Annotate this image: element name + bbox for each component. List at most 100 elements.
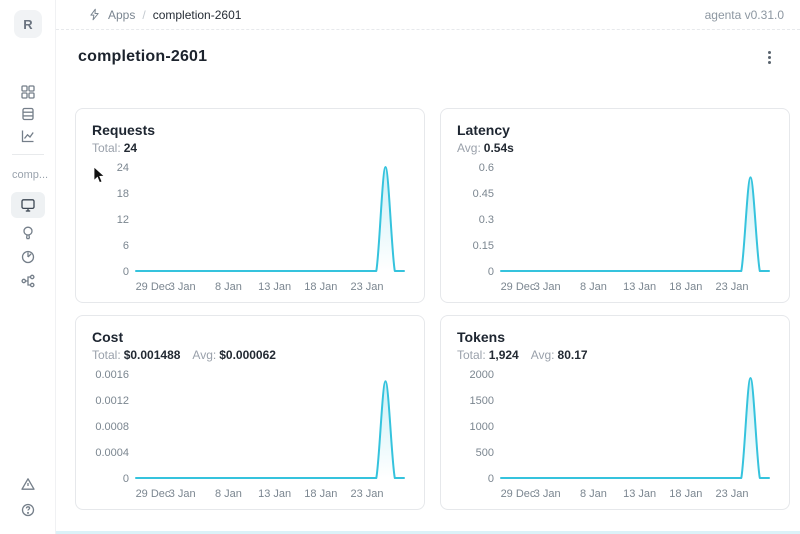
svg-text:18: 18: [117, 188, 129, 200]
workspace-avatar[interactable]: R: [14, 10, 42, 38]
tokens-chart[interactable]: 0 500 1000 1500 2000 29 Dec 3 Jan 8 Jan 13 Jan 18…: [457, 364, 773, 504]
svg-text:13 Jan: 13 Jan: [258, 281, 291, 293]
card-title: Cost: [92, 329, 124, 345]
spark-icon: [88, 8, 101, 21]
latency-chart[interactable]: 0 0.15 0.3 0.45 0.6 29 Dec 3 Jan 8 Jan 13 Jan 18 …: [457, 157, 773, 297]
metric-card-latency: Latency Avg: 0.54s 0 0.15 0.3 0.45 0.6 29 Dec 3…: [440, 108, 790, 303]
svg-text:8 Jan: 8 Jan: [580, 281, 607, 293]
svg-text:29 Dec: 29 Dec: [501, 281, 536, 293]
rows-icon: [20, 106, 36, 122]
sidebar-active-highlight: [11, 192, 45, 218]
svg-text:0: 0: [123, 266, 129, 278]
stat: Avg: 80.17: [530, 348, 588, 362]
sidebar-divider: [12, 154, 44, 155]
requests-chart[interactable]: 0 6 12 18 24 29 Dec 3 Jan 8 Jan 13 Jan 18 Jan 23 J…: [92, 157, 408, 297]
line-chart-icon: [20, 128, 36, 144]
card-title: Tokens: [457, 329, 505, 345]
gauge-icon: [20, 249, 36, 265]
sidebar-item-apps[interactable]: [20, 84, 36, 100]
stat: Total: 1,924: [457, 348, 519, 362]
svg-text:3 Jan: 3 Jan: [534, 281, 561, 293]
stat: Total: $0.001488: [92, 348, 181, 362]
svg-text:2000: 2000: [470, 369, 494, 381]
svg-text:8 Jan: 8 Jan: [215, 281, 242, 293]
card-stats: Total: $0.001488 Avg: $0.000062: [92, 348, 408, 362]
stat: Total: 24: [92, 141, 138, 155]
svg-text:18 Jan: 18 Jan: [304, 281, 337, 293]
svg-text:8 Jan: 8 Jan: [215, 488, 242, 500]
page-title: completion-2601: [78, 48, 208, 65]
sidebar-item-evaluations[interactable]: [20, 249, 36, 265]
metric-card-tokens: Tokens Total: 1,924 Avg: 80.17 0 500 1000 1500…: [440, 315, 790, 510]
svg-text:24: 24: [117, 162, 129, 174]
app-section-label: comp...: [12, 169, 49, 181]
stat: Avg: $0.000062: [192, 348, 276, 362]
sidebar-item-testsets[interactable]: [20, 106, 36, 122]
svg-text:29 Dec: 29 Dec: [136, 488, 171, 500]
card-title: Latency: [457, 122, 510, 138]
bottom-scroll-hint: [0, 531, 800, 534]
card-stats: Total: 24: [92, 141, 408, 155]
svg-text:18 Jan: 18 Jan: [669, 281, 702, 293]
metric-card-requests: Requests Total: 24 0 6 12 18 24 29 Dec 3 Jan 8 J…: [75, 108, 425, 303]
svg-text:500: 500: [476, 447, 494, 459]
svg-text:0.45: 0.45: [473, 188, 494, 200]
svg-text:0.0016: 0.0016: [95, 369, 129, 381]
sidebar-item-help[interactable]: [20, 502, 36, 518]
sidebar-item-observability[interactable]: [20, 128, 36, 144]
svg-text:0: 0: [488, 266, 494, 278]
question-circle-icon: [20, 502, 36, 518]
svg-text:29 Dec: 29 Dec: [501, 488, 536, 500]
breadcrumb: Apps / completion-2601: [88, 8, 241, 22]
version-label: agenta v0.31.0: [704, 7, 784, 22]
svg-text:0: 0: [488, 473, 494, 485]
svg-text:12: 12: [117, 214, 129, 226]
bulb-icon: [20, 225, 36, 241]
cost-chart[interactable]: 0 0.0004 0.0008 0.0012 0.0016 29 Dec 3 Jan 8 Ja…: [92, 364, 408, 504]
svg-text:23 Jan: 23 Jan: [716, 281, 749, 293]
svg-text:0.6: 0.6: [479, 162, 494, 174]
triangle-icon: [20, 476, 36, 492]
svg-text:23 Jan: 23 Jan: [716, 488, 749, 500]
kebab-menu-icon[interactable]: [760, 48, 778, 66]
svg-text:13 Jan: 13 Jan: [258, 488, 291, 500]
svg-text:0.0004: 0.0004: [95, 447, 129, 459]
svg-text:18 Jan: 18 Jan: [304, 488, 337, 500]
svg-text:13 Jan: 13 Jan: [623, 281, 656, 293]
svg-text:0: 0: [123, 473, 129, 485]
svg-text:18 Jan: 18 Jan: [669, 488, 702, 500]
svg-text:3 Jan: 3 Jan: [534, 488, 561, 500]
sidebar: R comp...: [0, 0, 56, 534]
top-header: Apps / completion-2601 agenta v0.31.0: [56, 0, 800, 30]
tree-icon: [20, 273, 36, 289]
sidebar-item-traces[interactable]: [20, 273, 36, 289]
breadcrumb-apps-link[interactable]: Apps: [108, 7, 136, 22]
svg-text:0.0012: 0.0012: [95, 395, 129, 407]
svg-text:23 Jan: 23 Jan: [351, 281, 384, 293]
svg-text:6: 6: [123, 240, 129, 252]
monitor-icon: [20, 197, 36, 213]
breadcrumb-separator: /: [142, 7, 146, 22]
breadcrumb-current: completion-2601: [152, 7, 242, 22]
metrics-grid: Requests Total: 24 0 6 12 18 24 29 Dec 3 Jan 8 J…: [75, 108, 790, 510]
svg-text:0.0008: 0.0008: [95, 421, 129, 433]
svg-text:1500: 1500: [470, 395, 494, 407]
svg-text:3 Jan: 3 Jan: [169, 488, 196, 500]
svg-text:0.15: 0.15: [473, 240, 494, 252]
card-stats: Avg: 0.54s: [457, 141, 773, 155]
svg-text:23 Jan: 23 Jan: [351, 488, 384, 500]
svg-text:3 Jan: 3 Jan: [169, 281, 196, 293]
svg-text:0.3: 0.3: [479, 214, 494, 226]
svg-text:1000: 1000: [470, 421, 494, 433]
sidebar-item-playground[interactable]: [20, 225, 36, 241]
sidebar-item-overview[interactable]: [20, 197, 36, 213]
grid-icon: [20, 84, 36, 100]
svg-text:8 Jan: 8 Jan: [580, 488, 607, 500]
svg-text:13 Jan: 13 Jan: [623, 488, 656, 500]
svg-text:29 Dec: 29 Dec: [136, 281, 171, 293]
card-stats: Total: 1,924 Avg: 80.17: [457, 348, 773, 362]
stat: Avg: 0.54s: [457, 141, 514, 155]
metric-card-cost: Cost Total: $0.001488 Avg: $0.000062 0 0.000…: [75, 315, 425, 510]
sidebar-item-alerts[interactable]: [20, 476, 36, 492]
card-title: Requests: [92, 122, 156, 138]
